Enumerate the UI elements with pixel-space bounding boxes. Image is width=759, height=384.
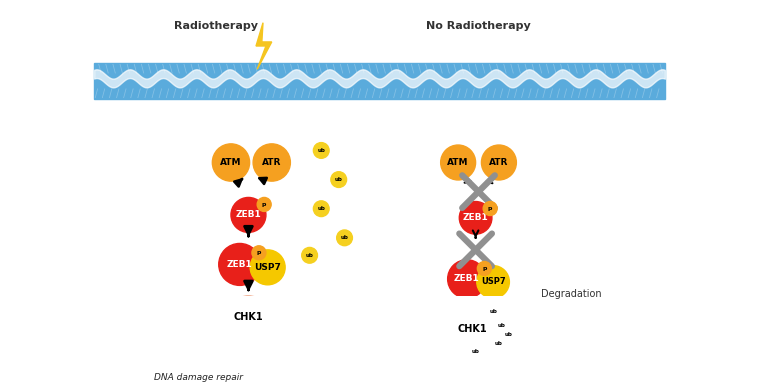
Text: ZEB1: ZEB1 <box>454 275 480 283</box>
Bar <box>94 63 665 99</box>
Circle shape <box>441 145 476 180</box>
Text: p: p <box>257 250 261 255</box>
Text: ub: ub <box>341 235 348 240</box>
Circle shape <box>337 230 352 246</box>
Text: ZEB1: ZEB1 <box>235 210 261 219</box>
Text: ub: ub <box>306 253 313 258</box>
Ellipse shape <box>581 335 591 346</box>
Circle shape <box>448 260 486 298</box>
Ellipse shape <box>563 308 569 314</box>
Ellipse shape <box>601 314 606 319</box>
Circle shape <box>257 197 271 212</box>
Polygon shape <box>256 23 272 69</box>
Text: ATM: ATM <box>447 158 469 167</box>
Text: USP7: USP7 <box>254 263 281 272</box>
Circle shape <box>485 303 501 319</box>
Circle shape <box>481 145 516 180</box>
Circle shape <box>483 202 497 215</box>
Text: ub: ub <box>317 206 325 211</box>
Text: ub: ub <box>498 323 505 328</box>
Circle shape <box>252 246 266 260</box>
Text: CHK1: CHK1 <box>234 312 263 322</box>
Circle shape <box>313 142 329 158</box>
Text: ub: ub <box>495 341 503 346</box>
Circle shape <box>253 144 291 181</box>
Text: ATR: ATR <box>490 158 509 167</box>
Circle shape <box>331 172 347 187</box>
Text: ub: ub <box>505 332 513 337</box>
Text: No Radiotherapy: No Radiotherapy <box>426 22 531 31</box>
Text: USP7: USP7 <box>480 277 505 286</box>
Text: Degradation: Degradation <box>541 290 602 300</box>
Text: p: p <box>262 202 266 207</box>
Circle shape <box>491 335 507 351</box>
Circle shape <box>501 326 517 342</box>
Ellipse shape <box>581 320 598 331</box>
Text: p: p <box>482 266 487 271</box>
Circle shape <box>494 318 510 333</box>
Circle shape <box>302 247 317 263</box>
Text: ub: ub <box>317 148 325 153</box>
Ellipse shape <box>573 308 581 320</box>
Text: ub: ub <box>335 177 342 182</box>
Circle shape <box>228 296 269 338</box>
Circle shape <box>459 202 492 234</box>
Text: DNA damage repair: DNA damage repair <box>154 373 244 382</box>
Circle shape <box>213 144 250 181</box>
Ellipse shape <box>550 313 569 327</box>
Circle shape <box>231 197 266 232</box>
Text: ATM: ATM <box>220 158 241 167</box>
Circle shape <box>250 250 285 285</box>
Text: ub: ub <box>471 349 480 354</box>
Text: ZEB1: ZEB1 <box>463 214 489 222</box>
Ellipse shape <box>563 331 575 343</box>
Ellipse shape <box>594 318 602 327</box>
Circle shape <box>219 243 260 285</box>
Text: CHK1: CHK1 <box>458 323 487 333</box>
Circle shape <box>453 309 493 348</box>
Ellipse shape <box>577 305 584 311</box>
Text: ZEB1: ZEB1 <box>227 260 253 269</box>
Circle shape <box>468 344 483 360</box>
Circle shape <box>313 201 329 217</box>
Text: ub: ub <box>489 308 497 313</box>
Text: Radiotherapy: Radiotherapy <box>175 22 258 31</box>
Text: ATR: ATR <box>262 158 282 167</box>
Circle shape <box>477 262 491 275</box>
Text: p: p <box>488 206 493 211</box>
Ellipse shape <box>591 326 599 337</box>
Circle shape <box>477 266 509 298</box>
